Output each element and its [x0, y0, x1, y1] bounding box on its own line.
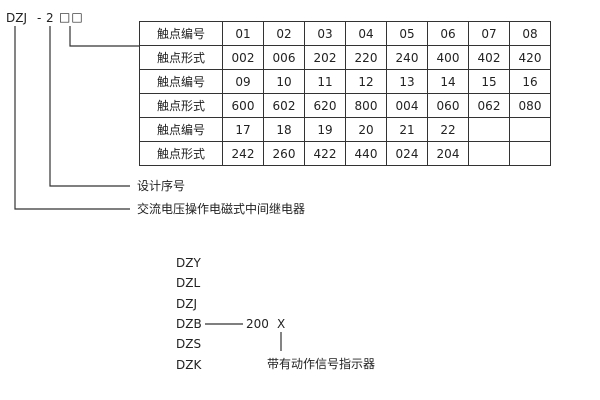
table-cell: 03	[304, 21, 346, 46]
model-suffix: 200	[246, 317, 269, 331]
table-cell: 240	[386, 45, 428, 70]
table-cell: 04	[345, 21, 387, 46]
table-cell: 242	[222, 141, 264, 166]
table-cell: 20	[345, 117, 387, 142]
table-cell: 204	[427, 141, 469, 166]
indicator-label: 带有动作信号指示器	[267, 357, 376, 371]
table-cell: 07	[468, 21, 510, 46]
table-cell: 260	[263, 141, 305, 166]
table-cell: 402	[468, 45, 510, 70]
table-cell: 09	[222, 69, 264, 94]
table-cell: 620	[304, 93, 346, 118]
model-variant: DZL	[176, 276, 201, 291]
table-cell: 21	[386, 117, 428, 142]
table-cell: 422	[304, 141, 346, 166]
table-cell: 14	[427, 69, 469, 94]
table-row: 触点形式 242 260 422 440 024 204	[139, 141, 551, 166]
table-cell	[509, 141, 551, 166]
table-cell: 10	[263, 69, 305, 94]
table-cell	[468, 117, 510, 142]
table-row: 触点编号 17 18 19 20 21 22	[139, 117, 551, 142]
table-cell: 006	[263, 45, 305, 70]
model-variant: DZS	[176, 337, 202, 352]
table-cell: 002	[222, 45, 264, 70]
table-cell: 440	[345, 141, 387, 166]
table-cell: 602	[263, 93, 305, 118]
table-cell: 13	[386, 69, 428, 94]
row-header: 触点形式	[139, 45, 223, 70]
model-variant: DZJ	[176, 296, 197, 311]
table-cell: 19	[304, 117, 346, 142]
table-cell: 400	[427, 45, 469, 70]
model-variant: DZB	[176, 316, 202, 331]
code-dash: -	[37, 11, 42, 25]
table-cell: 060	[427, 93, 469, 118]
table-cell: 024	[386, 141, 428, 166]
table-cell: 004	[386, 93, 428, 118]
model-prefix: DZJ	[6, 11, 27, 25]
table-cell: 800	[345, 93, 387, 118]
table-cell: 01	[222, 21, 264, 46]
table-cell: 02	[263, 21, 305, 46]
contact-code-boxes: □□	[59, 10, 84, 24]
table-cell: 080	[509, 93, 551, 118]
design-number: 2	[46, 11, 54, 25]
table-cell: 08	[509, 21, 551, 46]
table-cell: 062	[468, 93, 510, 118]
table-row: 触点形式 002 006 202 220 240 400 402 420	[139, 45, 551, 70]
table-cell	[468, 141, 510, 166]
table-row: 触点编号 01 02 03 04 05 06 07 08	[139, 21, 551, 46]
relay-type-label: 交流电压操作电磁式中间继电器	[137, 202, 306, 216]
row-header: 触点形式	[139, 141, 223, 166]
table-row: 触点形式 600 602 620 800 004 060 062 080	[139, 93, 551, 118]
table-cell: 220	[345, 45, 387, 70]
table-cell: 05	[386, 21, 428, 46]
indicator-x: X	[277, 317, 286, 331]
table-cell: 06	[427, 21, 469, 46]
table-row: 触点编号 09 10 11 12 13 14 15 16	[139, 69, 551, 94]
table-cell: 22	[427, 117, 469, 142]
contact-table: 触点编号 01 02 03 04 05 06 07 08 触点形式 002 006 202 220 240 4…	[139, 21, 551, 166]
table-cell: 16	[509, 69, 551, 94]
table-cell: 15	[468, 69, 510, 94]
table-cell: 600	[222, 93, 264, 118]
row-header: 触点编号	[139, 21, 223, 46]
row-header: 触点形式	[139, 93, 223, 118]
table-cell: 11	[304, 69, 346, 94]
table-cell	[509, 117, 551, 142]
table-cell: 12	[345, 69, 387, 94]
table-cell: 18	[263, 117, 305, 142]
table-cell: 420	[509, 45, 551, 70]
row-header: 触点编号	[139, 69, 223, 94]
table-cell: 17	[222, 117, 264, 142]
design-number-label: 设计序号	[137, 179, 186, 193]
model-variant: DZY	[176, 256, 201, 270]
model-variant: DZK	[176, 357, 202, 372]
table-cell: 202	[304, 45, 346, 70]
row-header: 触点编号	[139, 117, 223, 142]
